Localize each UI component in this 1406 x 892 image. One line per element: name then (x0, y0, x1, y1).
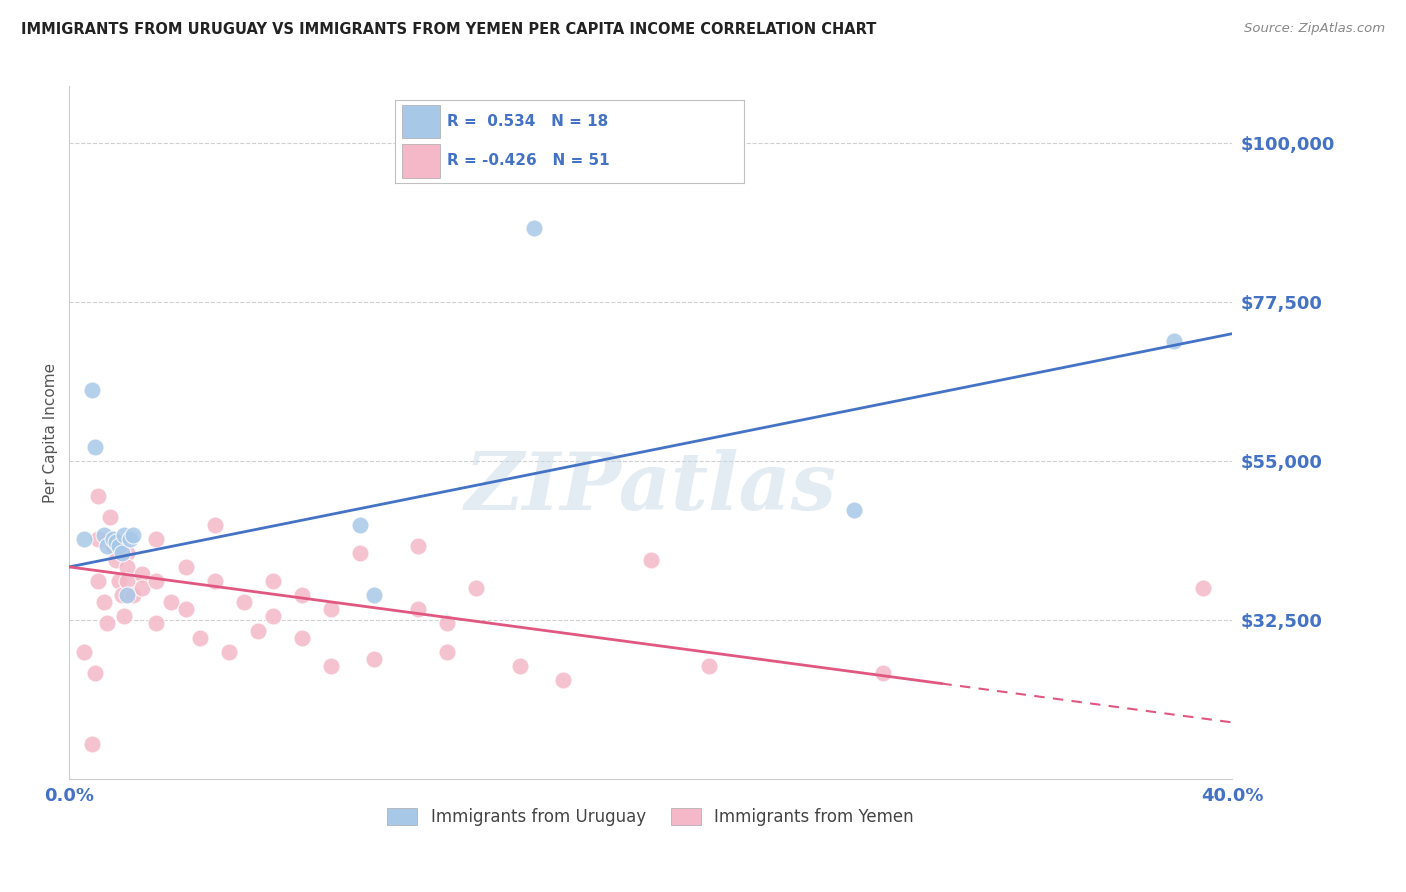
Text: IMMIGRANTS FROM URUGUAY VS IMMIGRANTS FROM YEMEN PER CAPITA INCOME CORRELATION C: IMMIGRANTS FROM URUGUAY VS IMMIGRANTS FR… (21, 22, 876, 37)
Point (117, 574, 139, 588)
Point (523, 220, 546, 235)
Point (291, 631, 314, 645)
Point (104, 535, 127, 549)
Point (363, 652, 385, 666)
Point (247, 624, 270, 638)
Point (349, 517, 371, 532)
Point (406, 539, 429, 553)
Point (117, 546, 139, 560)
Point (101, 539, 124, 553)
Legend: Immigrants from Uruguay, Immigrants from Yemen: Immigrants from Uruguay, Immigrants from… (381, 801, 921, 833)
Point (98, 510, 121, 524)
Point (110, 546, 132, 560)
Point (1163, 334, 1185, 348)
Point (93, 595, 115, 609)
Point (84, 440, 107, 454)
Point (87, 489, 110, 503)
Point (145, 532, 167, 546)
Point (319, 602, 342, 616)
Point (349, 546, 371, 560)
Text: Source: ZipAtlas.com: Source: ZipAtlas.com (1244, 22, 1385, 36)
Point (842, 503, 865, 517)
Point (160, 595, 183, 609)
Point (117, 588, 139, 602)
Point (84, 665, 107, 680)
Point (436, 616, 458, 631)
Point (117, 560, 139, 574)
Point (122, 528, 145, 542)
Point (262, 609, 284, 624)
Point (188, 631, 211, 645)
Point (107, 574, 129, 588)
Point (107, 539, 129, 553)
Point (262, 574, 284, 588)
Point (87, 574, 110, 588)
Point (204, 574, 226, 588)
Point (145, 616, 167, 631)
Point (93, 528, 115, 542)
Point (174, 560, 197, 574)
Point (145, 574, 167, 588)
Point (436, 645, 458, 659)
Point (204, 517, 226, 532)
Y-axis label: Per Capita Income: Per Capita Income (44, 362, 58, 503)
Point (697, 658, 720, 673)
Point (509, 658, 531, 673)
Point (96, 616, 118, 631)
Point (465, 581, 488, 595)
Point (73, 532, 96, 546)
Point (101, 532, 124, 546)
Point (1192, 581, 1215, 595)
Point (82, 383, 104, 397)
Point (218, 645, 240, 659)
Point (110, 588, 132, 602)
Point (872, 665, 894, 680)
Point (291, 588, 314, 602)
Point (120, 532, 142, 546)
Point (640, 553, 662, 567)
Point (131, 581, 153, 595)
Point (122, 588, 145, 602)
Text: ZIPatlas: ZIPatlas (464, 450, 837, 527)
Point (114, 609, 136, 624)
Point (96, 539, 118, 553)
Point (114, 528, 136, 542)
Point (104, 553, 127, 567)
Point (82, 737, 104, 751)
Point (174, 602, 197, 616)
Point (232, 595, 254, 609)
Point (553, 673, 575, 687)
Point (319, 658, 342, 673)
Point (87, 532, 110, 546)
Point (406, 602, 429, 616)
Point (73, 645, 96, 659)
Point (131, 566, 153, 581)
Point (363, 588, 385, 602)
